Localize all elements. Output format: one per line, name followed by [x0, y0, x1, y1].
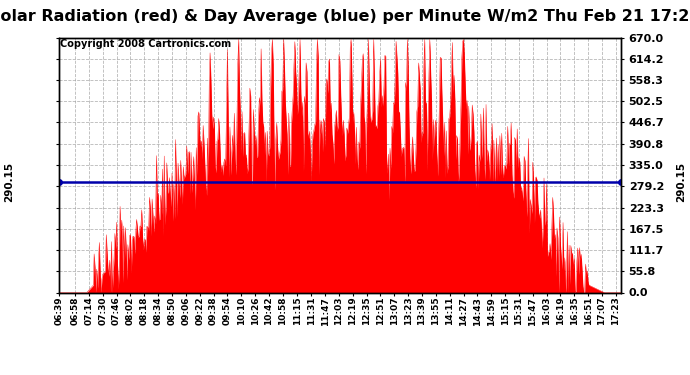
Text: 290.15: 290.15 — [4, 162, 14, 202]
Text: Copyright 2008 Cartronics.com: Copyright 2008 Cartronics.com — [60, 39, 231, 49]
Text: Solar Radiation (red) & Day Average (blue) per Minute W/m2 Thu Feb 21 17:29: Solar Radiation (red) & Day Average (blu… — [0, 9, 690, 24]
Text: 290.15: 290.15 — [676, 162, 686, 202]
